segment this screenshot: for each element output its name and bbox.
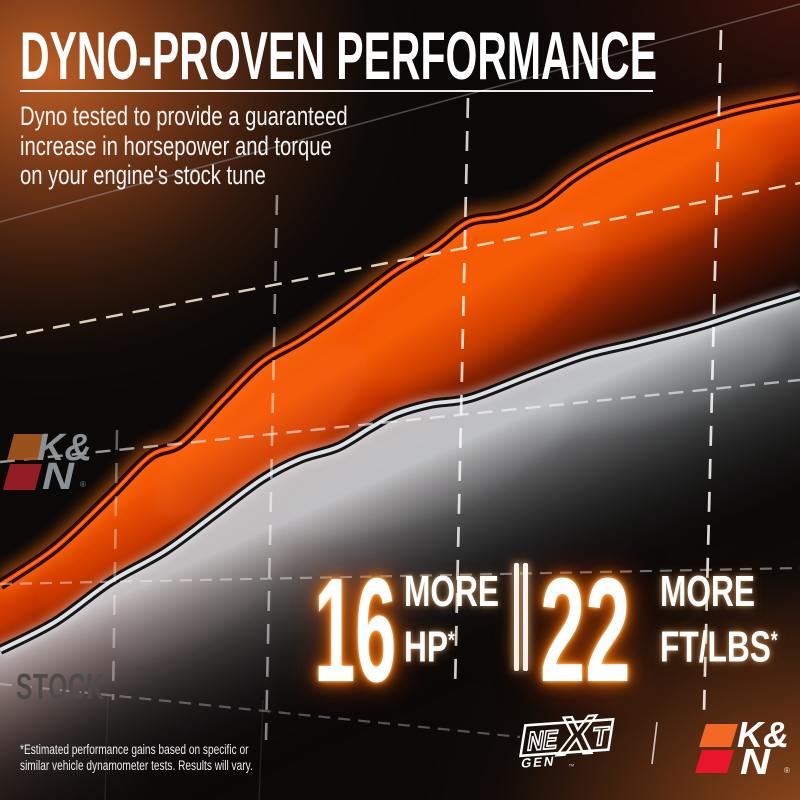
subtitle-line-2: increase in horsepower and torque: [20, 130, 332, 161]
hp-gain-more-label: MORE: [404, 570, 536, 614]
hp-gain-unit-label: HP*: [404, 617, 475, 670]
hp-unit-text: HP: [404, 622, 449, 672]
page-title: DYNO-PROVEN PERFORMANCE: [20, 17, 800, 94]
stock-curve-band: [0, 286, 800, 800]
kn-logo-text-top: K&: [737, 714, 789, 755]
page-title-text: DYNO-PROVEN PERFORMANCE: [20, 17, 658, 94]
torque-unit-text: FT/LBS: [660, 622, 771, 672]
hp-more-text: MORE: [404, 567, 500, 616]
nextgen-logo-box: [519, 717, 615, 758]
grid-solid-diagonal-1: [0, 3, 800, 223]
grid-dashed-hline-3: [0, 566, 800, 586]
nextgen-text-ne: NE: [525, 724, 560, 756]
subtitle: Dyno tested to provide a guaranteed incr…: [20, 101, 457, 191]
nextgen-text-gen: GEN: [520, 753, 556, 770]
grid-dashed-vline-4: [702, 29, 723, 713]
torque-gain-more-label: MORE: [660, 570, 792, 614]
grid-dashed-vline-2: [264, 194, 279, 741]
torque-gain-value: 22: [540, 557, 705, 705]
grid-dashed-hline-1: [0, 181, 800, 340]
grid-dashed: [0, 29, 800, 741]
torque-asterisk: *: [770, 627, 778, 654]
torque-gain-unit-label: FT/LBS*: [660, 617, 800, 670]
stock-curve-label: STOCK: [16, 666, 146, 708]
grid-dashed-vline-1: [111, 429, 119, 701]
kn-logo-orange-bar: [699, 724, 738, 747]
kn-logo-reg-mark: ®: [784, 766, 790, 775]
subtitle-line-3: on your engine's stock tune: [20, 160, 266, 190]
kn-watermark-orange-bar: [7, 434, 46, 460]
kn-watermark-logo: K& N ®: [3, 427, 92, 498]
kn-logo-red-bar: [695, 750, 734, 773]
kn-watermark-reg-mark: ®: [80, 480, 86, 489]
kn-logo-text-bottom: N: [740, 741, 771, 782]
torque-more-text: MORE: [660, 567, 756, 616]
torque-gain-number: 22: [540, 548, 631, 713]
footer-logo-divider: [651, 721, 658, 765]
stock-curve-smoke: [111, 328, 786, 659]
kn-watermark-red-bar: [3, 464, 42, 490]
disclaimer: *Estimated performance gains based on sp…: [20, 742, 330, 773]
title-underline: [20, 90, 653, 92]
hp-gain-number: 16: [314, 548, 397, 713]
stock-curve-label-text: STOCK: [16, 666, 105, 707]
kn-watermark-text-bottom: N: [42, 456, 76, 498]
disclaimer-line-2: similar vehicle dynamometer tests. Resul…: [20, 757, 253, 773]
nextgen-text-t: T: [590, 721, 611, 752]
kn-logo: K& N ®: [695, 714, 790, 782]
hp-gain-value: 16: [314, 557, 479, 705]
hp-asterisk: *: [448, 627, 455, 654]
stats-divider-bar-right: [523, 563, 528, 671]
grid-dashed-hline-2: [0, 378, 800, 464]
stock-curve-edge: [0, 292, 800, 652]
nextgen-tm-mark: ™: [568, 763, 575, 770]
kn-watermark-text-top: K&: [37, 427, 92, 469]
subtitle-line-1: Dyno tested to provide a guaranteed: [20, 101, 348, 131]
kn-curve-sheen: [0, 96, 800, 586]
stats-divider-bar-left: [514, 563, 519, 671]
grid-dashed-hline-4: [0, 682, 521, 739]
disclaimer-line-1: *Estimated performance gains based on sp…: [20, 742, 249, 757]
